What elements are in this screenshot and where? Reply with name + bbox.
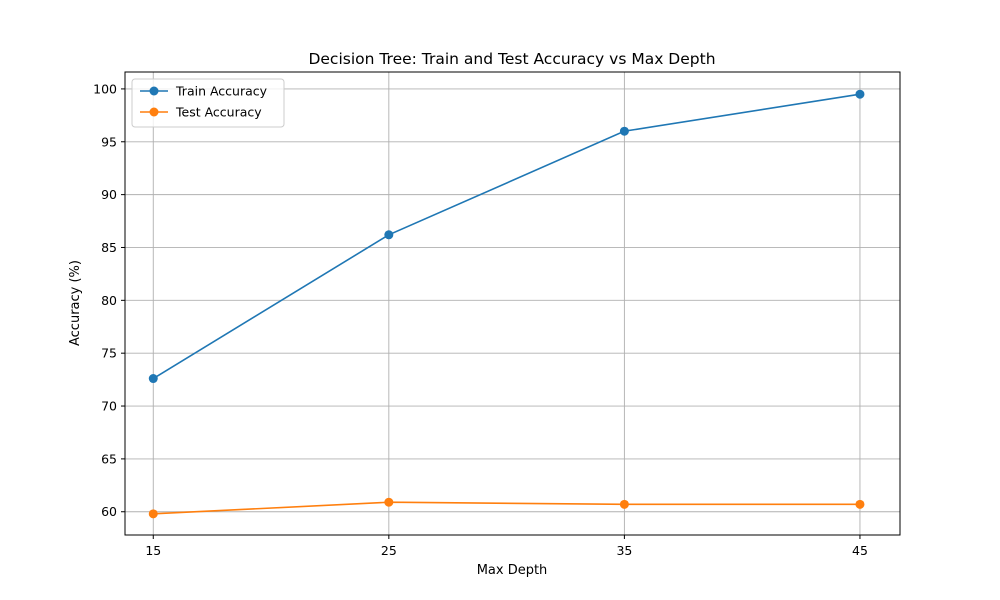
data-point [384, 230, 394, 240]
data-point [148, 509, 158, 519]
legend-item: Test Accuracy [140, 105, 262, 120]
y-axis-label: Accuracy (%) [68, 260, 83, 346]
y-tick-label: 90 [101, 187, 117, 202]
series-train-accuracy [148, 89, 865, 384]
x-tick-label: 25 [381, 543, 397, 558]
data-point [384, 497, 394, 507]
legend: Train Accuracy Test Accuracy [131, 78, 285, 128]
y-axis: 60 65 70 75 80 85 90 95 100 [93, 81, 125, 519]
y-tick-label: 75 [101, 346, 117, 361]
plot-frame [124, 71, 901, 536]
x-axis: 15 25 35 45 [145, 535, 868, 558]
legend-item: Train Accuracy [140, 84, 268, 99]
data-point [855, 89, 865, 99]
y-tick-label: 95 [101, 134, 117, 149]
legend-label: Train Accuracy [175, 84, 268, 99]
x-tick-label: 35 [616, 543, 632, 558]
legend-marker [149, 86, 159, 96]
series-test-accuracy [148, 497, 865, 519]
y-tick-label: 70 [101, 399, 117, 414]
data-point [619, 126, 629, 136]
y-tick-label: 60 [101, 504, 117, 519]
legend-label: Test Accuracy [175, 105, 262, 120]
series-line [152, 93, 861, 380]
y-tick-label: 100 [93, 81, 117, 96]
y-tick-label: 80 [101, 293, 117, 308]
y-tick-label: 85 [101, 240, 117, 255]
chart-title: Decision Tree: Train and Test Accuracy v… [308, 50, 715, 68]
x-tick-label: 15 [145, 543, 161, 558]
data-point [148, 374, 158, 384]
data-point [619, 499, 629, 509]
grid [125, 72, 900, 535]
series-layer [148, 89, 865, 519]
legend-marker [149, 107, 159, 117]
data-point [855, 499, 865, 509]
x-axis-label: Max Depth [477, 563, 548, 578]
series-line [153, 501, 860, 515]
legend-box [131, 78, 285, 128]
y-tick-label: 65 [101, 451, 117, 466]
x-tick-label: 45 [852, 543, 868, 558]
